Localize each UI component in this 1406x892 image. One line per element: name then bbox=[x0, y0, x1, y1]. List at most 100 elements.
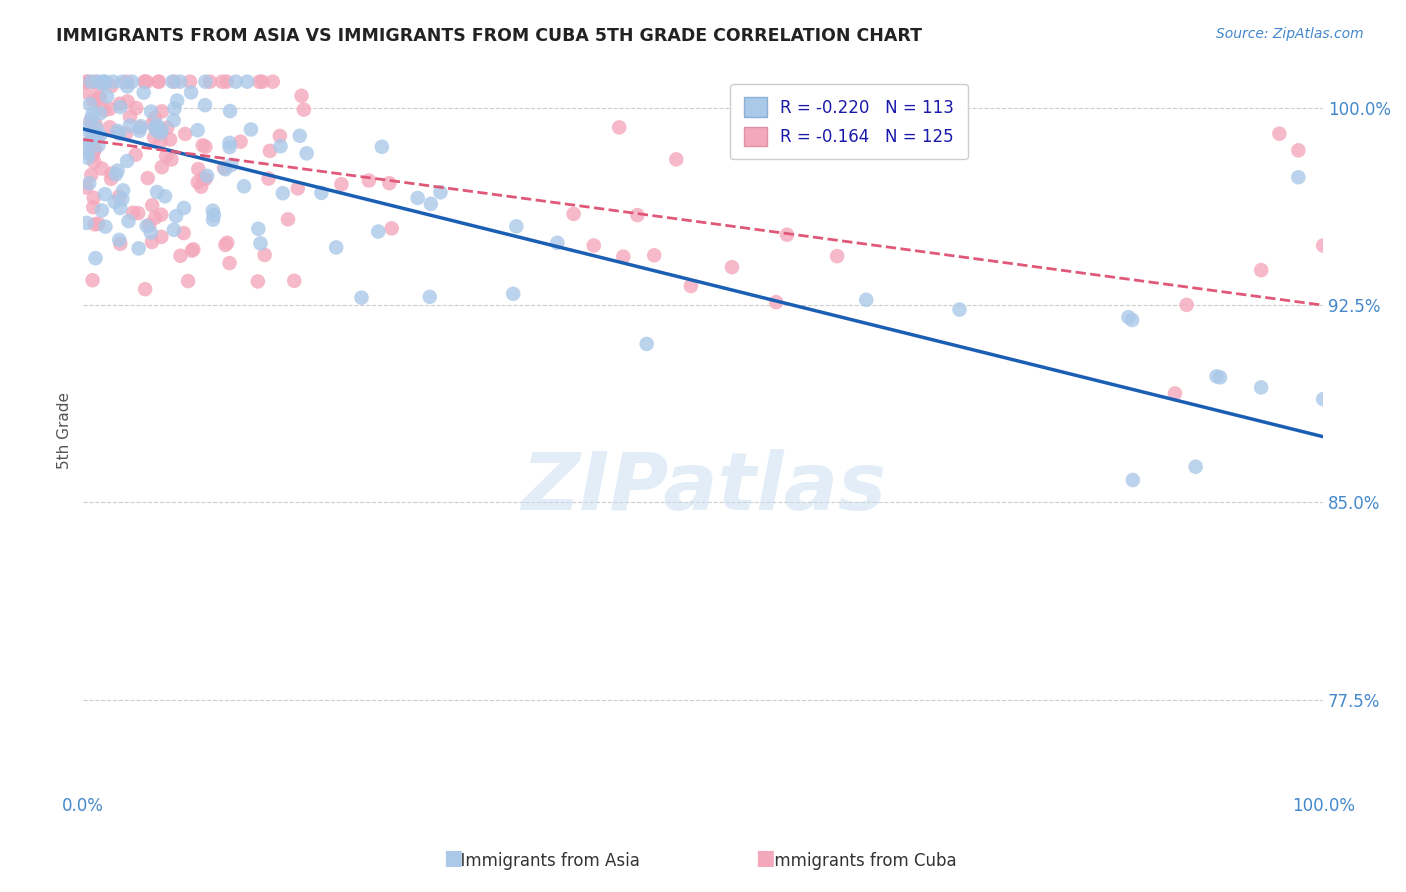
Point bbox=[582, 238, 605, 252]
Point bbox=[73, 85, 96, 99]
Point bbox=[191, 138, 214, 153]
Point bbox=[83, 155, 105, 169]
Point bbox=[173, 226, 195, 240]
Point bbox=[214, 162, 236, 177]
Point bbox=[84, 117, 107, 131]
Point bbox=[776, 227, 799, 242]
Point bbox=[91, 75, 114, 89]
Point bbox=[1286, 144, 1309, 158]
Point bbox=[82, 94, 104, 108]
Point bbox=[212, 161, 235, 175]
Point bbox=[149, 135, 172, 149]
Point bbox=[76, 75, 98, 89]
Point bbox=[153, 189, 176, 203]
Legend: R = -0.220   N = 113, R = -0.164   N = 125: R = -0.220 N = 113, R = -0.164 N = 125 bbox=[731, 84, 967, 160]
Point bbox=[288, 128, 311, 143]
Point bbox=[287, 181, 309, 195]
Point bbox=[110, 236, 132, 251]
Point bbox=[502, 286, 524, 301]
Point bbox=[721, 260, 744, 274]
Point bbox=[194, 75, 217, 89]
Point bbox=[419, 197, 441, 211]
Point bbox=[229, 135, 252, 149]
Point bbox=[1286, 170, 1309, 185]
Point bbox=[636, 337, 658, 351]
Point bbox=[87, 138, 110, 153]
Point bbox=[283, 274, 305, 288]
Point bbox=[214, 238, 236, 252]
Point bbox=[108, 233, 131, 247]
Point bbox=[142, 117, 165, 131]
Point bbox=[108, 127, 131, 141]
Point bbox=[180, 86, 202, 100]
Point bbox=[79, 113, 101, 128]
Point bbox=[270, 139, 292, 153]
Point bbox=[101, 75, 124, 89]
Point bbox=[1118, 310, 1140, 325]
Point bbox=[607, 120, 630, 135]
Point bbox=[1209, 370, 1232, 384]
Point bbox=[505, 219, 527, 234]
Point bbox=[252, 75, 274, 89]
Point bbox=[143, 111, 166, 125]
Point bbox=[546, 235, 568, 250]
Point bbox=[311, 186, 333, 200]
Point bbox=[135, 75, 157, 89]
Point bbox=[292, 103, 315, 117]
Point bbox=[128, 124, 150, 138]
Point bbox=[183, 243, 205, 257]
Point bbox=[82, 107, 104, 121]
Point bbox=[149, 126, 172, 140]
Point bbox=[1205, 369, 1227, 384]
Point bbox=[419, 290, 441, 304]
Point bbox=[233, 179, 256, 194]
Point bbox=[86, 131, 108, 145]
Point bbox=[160, 153, 183, 167]
Point bbox=[83, 143, 105, 157]
Point bbox=[84, 251, 107, 265]
Point bbox=[104, 194, 127, 209]
Point bbox=[132, 86, 155, 100]
Point bbox=[325, 240, 347, 254]
Point bbox=[162, 75, 184, 89]
Point bbox=[94, 219, 117, 234]
Point bbox=[150, 230, 173, 244]
Point bbox=[367, 225, 389, 239]
Point bbox=[1121, 313, 1143, 327]
Point bbox=[100, 79, 122, 94]
Point bbox=[201, 203, 224, 218]
Point bbox=[166, 94, 188, 108]
Point bbox=[246, 275, 269, 289]
Point bbox=[118, 119, 141, 133]
Point bbox=[87, 75, 110, 89]
Point bbox=[211, 75, 233, 89]
Point bbox=[84, 75, 107, 89]
Point bbox=[115, 75, 138, 89]
Point bbox=[115, 127, 138, 141]
Point bbox=[89, 128, 111, 143]
Point bbox=[643, 248, 665, 262]
Text: ■: ■ bbox=[443, 848, 463, 868]
Y-axis label: 5th Grade: 5th Grade bbox=[58, 392, 72, 468]
Point bbox=[406, 191, 429, 205]
Point bbox=[191, 171, 214, 186]
Point bbox=[169, 249, 191, 263]
Point bbox=[148, 75, 170, 89]
Point bbox=[187, 175, 209, 189]
Point bbox=[134, 75, 156, 89]
Point bbox=[100, 167, 122, 181]
Point bbox=[156, 120, 179, 135]
Text: ■: ■ bbox=[755, 848, 775, 868]
Point bbox=[163, 113, 186, 128]
Point bbox=[98, 120, 121, 135]
Point bbox=[121, 75, 143, 89]
Point bbox=[150, 122, 173, 136]
Text: ZIPatlas: ZIPatlas bbox=[520, 449, 886, 527]
Point bbox=[150, 104, 173, 119]
Point bbox=[150, 160, 173, 174]
Point bbox=[330, 178, 353, 192]
Point bbox=[115, 154, 138, 169]
Point bbox=[112, 183, 135, 197]
Point bbox=[1312, 238, 1334, 252]
Point bbox=[1268, 127, 1291, 141]
